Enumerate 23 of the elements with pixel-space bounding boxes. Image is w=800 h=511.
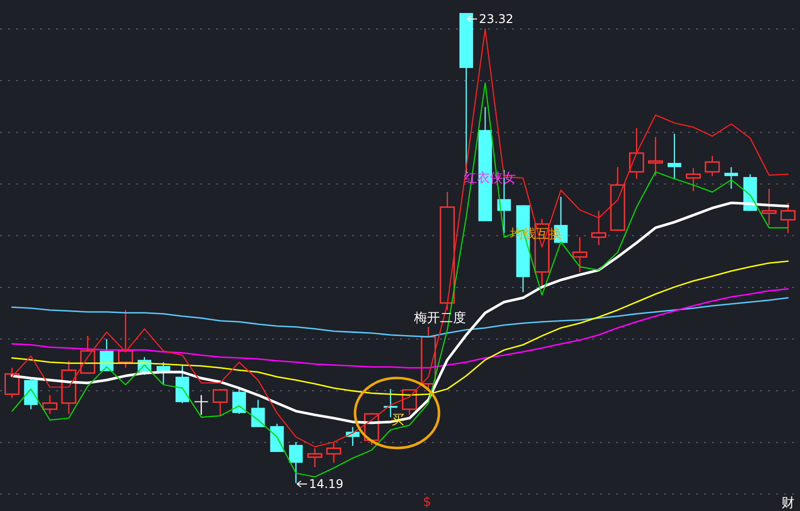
candlestick — [668, 133, 682, 180]
annotation: 14.19 — [309, 477, 344, 491]
candlestick — [251, 399, 265, 428]
candlestick — [704, 155, 720, 177]
candlestick — [307, 448, 322, 468]
candlestick — [118, 309, 134, 368]
annotation: 23.32 — [479, 12, 514, 26]
candlestick — [780, 202, 796, 234]
candlestick — [326, 442, 342, 464]
text: $ — [422, 495, 432, 510]
candlestick — [724, 166, 738, 190]
candlestick — [762, 188, 777, 226]
candlestick — [648, 136, 664, 177]
candlestick — [42, 394, 58, 415]
candlestick — [591, 210, 606, 246]
candlestick — [572, 236, 588, 273]
candlestick — [686, 168, 701, 192]
candlestick — [212, 388, 228, 416]
candlestick — [289, 442, 303, 484]
candlestick — [629, 128, 644, 180]
text: 财 — [782, 496, 794, 511]
candlestick — [4, 367, 20, 399]
candlestick — [194, 394, 208, 416]
